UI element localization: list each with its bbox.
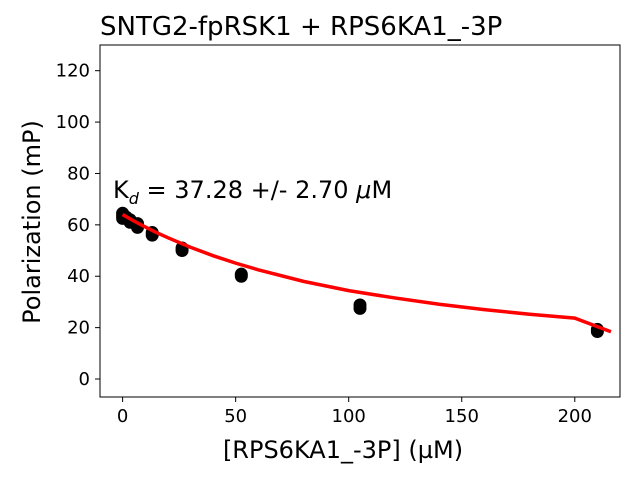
plot-frame	[99, 44, 621, 398]
y-tick-label: 20	[67, 318, 90, 339]
fit-curve	[121, 213, 612, 334]
kd-value: = 37.28 +/- 2.70	[139, 176, 356, 204]
x-axis-label: [RPS6KA1_-3P] (µM)	[223, 436, 463, 464]
x-tick-label: 50	[224, 406, 247, 427]
y-axis-label: Polarization (mP)	[18, 120, 46, 324]
x-axis-ticks: 0 50 100 150 200	[117, 397, 592, 427]
chart-title: SNTG2-fpRSK1 + RPS6KA1_-3P	[100, 12, 502, 42]
kd-annotation: Kd = 37.28 +/- 2.70 μM	[113, 176, 392, 208]
data-point	[234, 267, 248, 281]
kd-prefix: K	[113, 176, 130, 204]
y-tick-label: 40	[67, 266, 90, 287]
kd-unit-symbol: μ	[355, 176, 371, 204]
x-tick-label: 0	[117, 406, 128, 427]
y-tick-label: 0	[79, 369, 90, 390]
x-tick-label: 200	[558, 406, 592, 427]
x-tick-label: 100	[332, 406, 366, 427]
kd-unit: M	[371, 176, 392, 204]
y-tick-label: 60	[67, 215, 90, 236]
y-tick-label: 100	[56, 112, 90, 133]
y-tick-label: 120	[56, 61, 90, 82]
y-tick-label: 80	[67, 163, 90, 184]
kd-subscript: d	[129, 189, 140, 208]
x-tick-label: 150	[445, 406, 479, 427]
data-point	[353, 298, 367, 312]
y-axis-ticks: 0 20 40 60 80 100 120	[56, 61, 100, 390]
data-points	[116, 206, 604, 338]
